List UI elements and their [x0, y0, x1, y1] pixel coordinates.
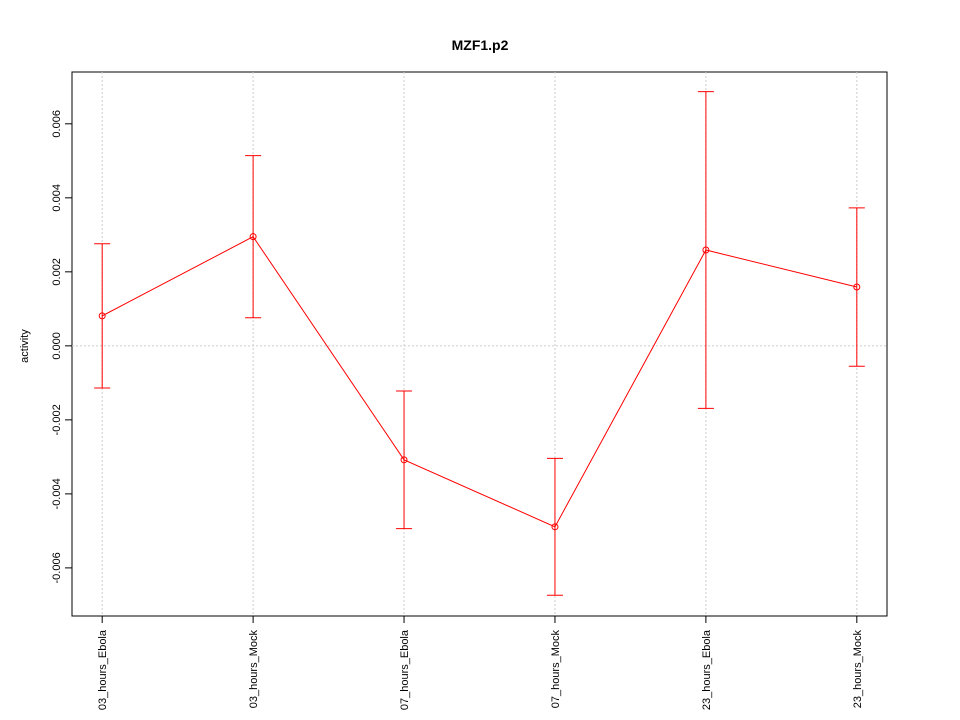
y-axis-label: activity: [19, 329, 31, 363]
y-tick-label: 0.002: [51, 258, 63, 286]
error-bar: [546, 457, 563, 596]
data-point: [98, 312, 106, 320]
plot-frame: [71, 71, 888, 617]
error-bar: [396, 390, 413, 530]
x-tick-label: 03_hours_Ebola: [97, 629, 109, 710]
y-tick-label: -0.002: [51, 404, 63, 435]
x-tick-label: 03_hours_Mock: [248, 630, 260, 709]
y-tick-label: 0.004: [51, 184, 63, 212]
error-bar: [94, 243, 111, 389]
error-bar: [697, 91, 714, 409]
chart-title: MZF1.p2: [452, 37, 509, 53]
x-tick-label: 23_hours_Mock: [852, 630, 864, 709]
error-bar: [848, 207, 865, 367]
data-point: [551, 523, 559, 531]
data-point: [853, 283, 861, 291]
y-tick-label: 0.006: [51, 110, 63, 138]
series-line: [101, 236, 857, 528]
data-point: [249, 233, 257, 241]
x-tick-label: 23_hours_Ebola: [701, 629, 713, 710]
y-tick-label: -0.004: [51, 478, 63, 509]
data-point: [400, 456, 408, 464]
error-bar: [245, 155, 262, 319]
x-tick-label: 07_hours_Mock: [550, 630, 562, 709]
y-tick-label: 0.000: [51, 332, 63, 360]
x-tick-label: 07_hours_Ebola: [399, 629, 411, 710]
y-tick-label: -0.006: [51, 552, 63, 583]
data-point: [702, 246, 710, 254]
